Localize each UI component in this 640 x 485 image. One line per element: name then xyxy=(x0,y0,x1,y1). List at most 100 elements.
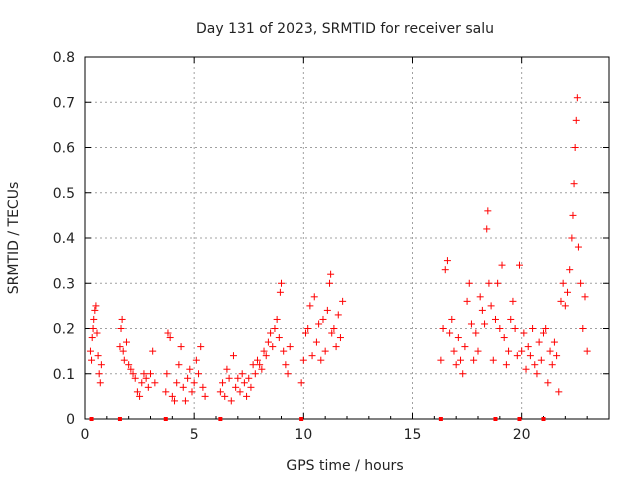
data-point xyxy=(136,392,144,400)
data-point xyxy=(581,293,589,301)
data-point xyxy=(535,338,543,346)
baseline-marker xyxy=(218,417,223,421)
y-tick-label: 0.6 xyxy=(53,141,75,157)
data-point xyxy=(131,374,139,382)
data-point xyxy=(299,356,307,364)
baseline-marker xyxy=(299,417,304,421)
data-point xyxy=(216,388,224,396)
baseline-marker xyxy=(493,417,498,421)
data-point xyxy=(559,279,567,287)
data-point xyxy=(147,370,154,378)
data-point xyxy=(332,343,340,351)
data-point xyxy=(118,315,126,323)
data-point xyxy=(439,325,447,332)
data-point xyxy=(513,352,521,360)
data-point xyxy=(240,379,248,387)
data-point xyxy=(164,329,172,337)
data-point xyxy=(90,315,98,323)
data-point xyxy=(507,315,515,323)
data-point xyxy=(546,347,554,355)
y-tick-label: 0.3 xyxy=(53,276,75,292)
data-point xyxy=(470,356,478,364)
data-point xyxy=(526,352,534,360)
data-point xyxy=(319,315,327,323)
data-point xyxy=(485,279,493,287)
baseline-marker xyxy=(163,417,168,421)
data-point xyxy=(326,279,334,287)
data-point xyxy=(89,325,97,332)
data-point xyxy=(88,356,96,364)
data-point xyxy=(515,261,523,269)
data-point xyxy=(548,361,556,369)
data-point xyxy=(306,302,314,310)
data-point xyxy=(256,361,264,369)
data-point xyxy=(500,334,508,342)
data-point xyxy=(142,374,150,382)
data-point xyxy=(267,329,275,337)
data-point xyxy=(243,392,251,400)
data-point xyxy=(452,361,460,369)
baseline-marker xyxy=(517,417,522,421)
data-point xyxy=(457,356,465,364)
data-point xyxy=(533,370,541,378)
data-point xyxy=(225,374,233,382)
data-point xyxy=(323,306,331,314)
data-point xyxy=(334,311,342,319)
data-point xyxy=(260,347,268,355)
data-point xyxy=(127,365,135,373)
baseline-marker xyxy=(89,417,94,421)
tick-layer: 0 5 10 15 20 0 0.1 0.2 0.3 0.4 0.5 0.6 0.7 0.8 xyxy=(53,50,610,443)
data-point xyxy=(184,374,192,382)
data-point xyxy=(579,325,587,332)
data-point xyxy=(91,306,99,314)
data-point xyxy=(133,388,141,396)
data-point xyxy=(120,356,128,364)
data-point xyxy=(122,338,130,346)
data-point xyxy=(201,392,209,400)
data-point xyxy=(151,379,159,387)
data-point xyxy=(86,347,94,355)
data-point xyxy=(328,329,336,337)
y-tick-label: 0.5 xyxy=(53,186,75,202)
data-point xyxy=(119,347,127,355)
data-point xyxy=(321,347,329,355)
data-point xyxy=(463,297,471,305)
data-point xyxy=(474,347,482,355)
y-axis-label: SRMTID / TECUs xyxy=(6,182,22,295)
data-point xyxy=(524,343,532,351)
data-point xyxy=(459,370,467,378)
y-tick-label: 0.7 xyxy=(53,95,75,111)
data-point xyxy=(253,356,261,364)
data-point xyxy=(570,180,578,188)
data-point xyxy=(273,315,281,323)
x-tick-label: 10 xyxy=(294,427,312,443)
data-point xyxy=(251,370,259,378)
data-point xyxy=(448,315,456,323)
data-point xyxy=(481,320,489,328)
data-point xyxy=(446,329,454,337)
data-point xyxy=(502,361,510,369)
data-point xyxy=(487,302,495,310)
data-point xyxy=(496,325,504,332)
data-point xyxy=(258,365,266,373)
data-point xyxy=(557,297,565,305)
data-point xyxy=(561,302,569,310)
data-point xyxy=(138,379,146,387)
data-point xyxy=(537,356,545,364)
data-point xyxy=(465,279,473,287)
data-point xyxy=(276,288,284,296)
data-point xyxy=(461,343,469,351)
data-point xyxy=(484,207,492,215)
data-point xyxy=(467,320,475,328)
data-point xyxy=(518,347,526,355)
data-point xyxy=(173,379,181,387)
data-point xyxy=(476,293,484,301)
data-point xyxy=(129,370,137,378)
data-point xyxy=(96,379,104,387)
data-point xyxy=(245,374,253,382)
data-point xyxy=(572,116,580,124)
data-point xyxy=(92,302,100,310)
data-point xyxy=(489,356,497,364)
data-point xyxy=(443,257,451,265)
data-point xyxy=(179,383,187,391)
